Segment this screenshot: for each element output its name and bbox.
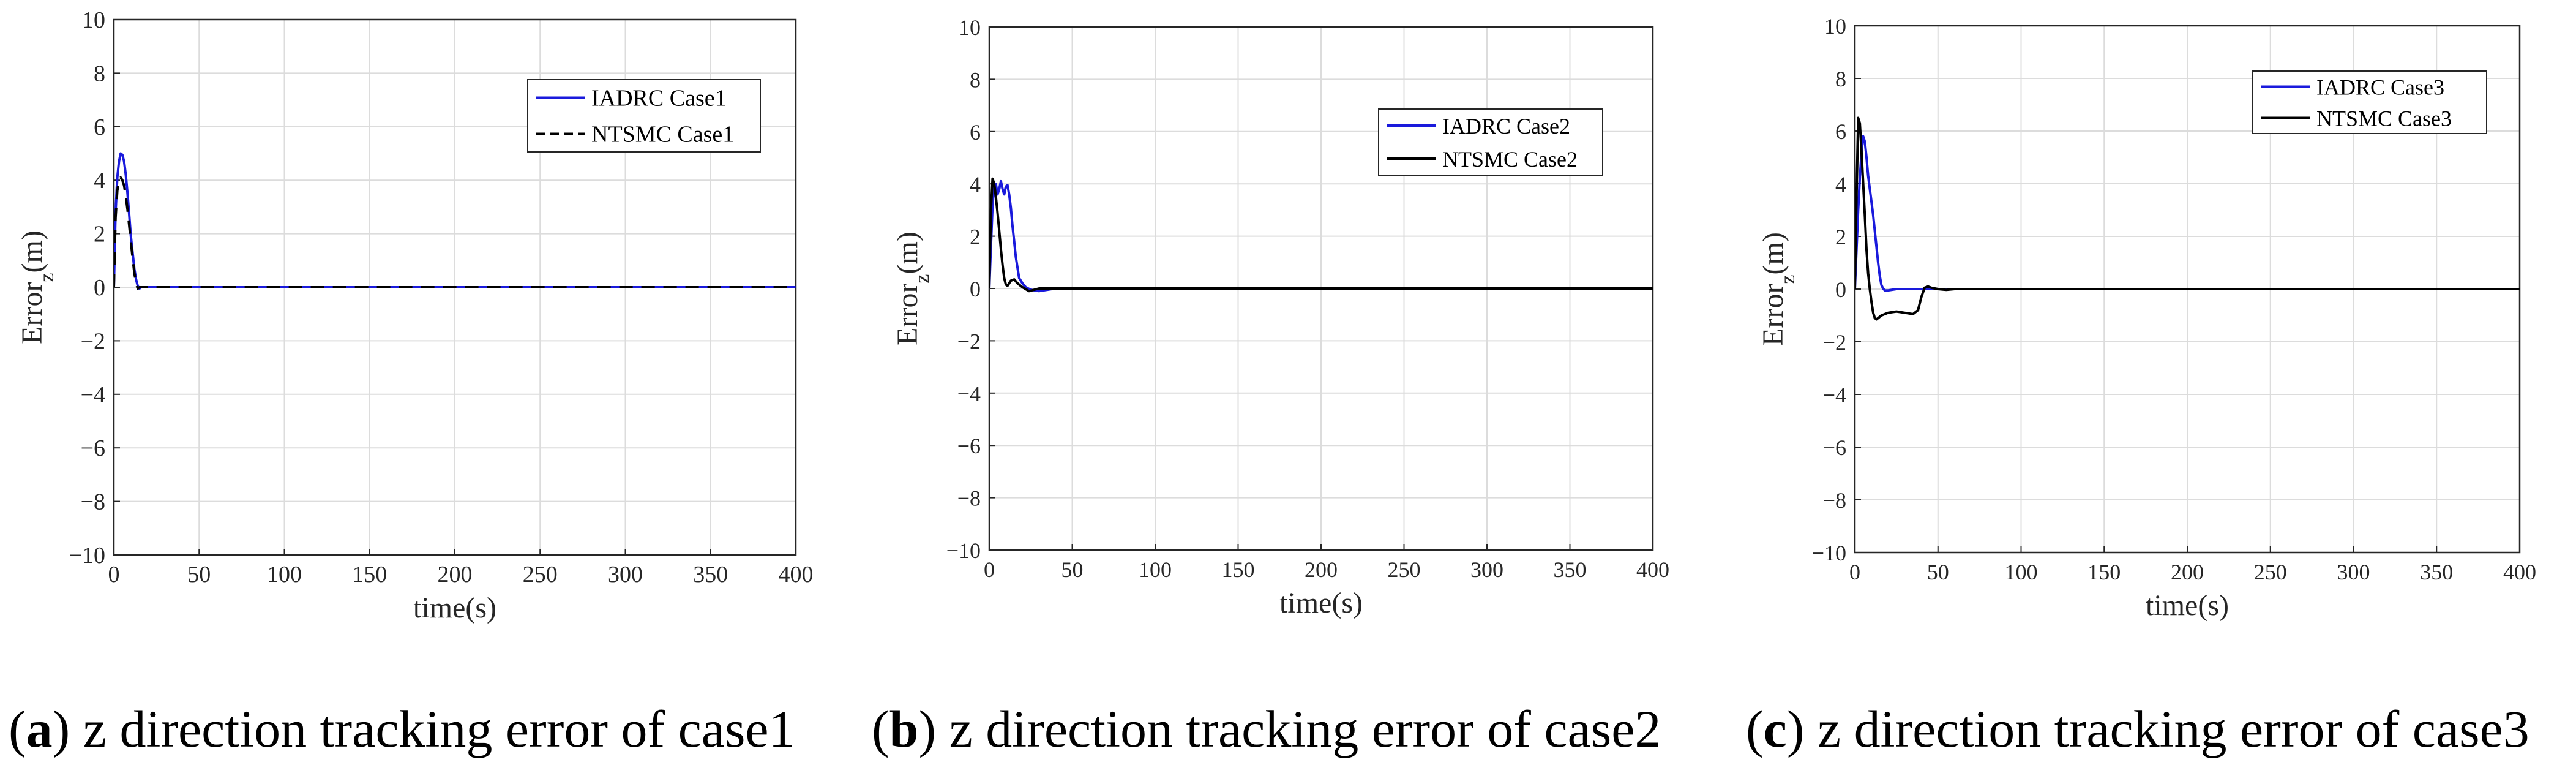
y-tick-label: 10 [959, 15, 981, 40]
legend-box [1378, 108, 1603, 176]
x-tick-label: 50 [187, 562, 211, 587]
y-tick-label: 8 [970, 67, 981, 92]
legend-label: NTSMC Case1 [591, 122, 734, 148]
y-tick-label: 0 [970, 277, 981, 301]
y-tick-label: −2 [81, 328, 105, 354]
x-tick-label: 400 [2503, 560, 2536, 584]
y-tick-label: 2 [1835, 225, 1846, 249]
y-tick-label: 4 [1835, 172, 1846, 197]
y-axis-label: Errorz(m) [16, 230, 58, 344]
x-axis-label: time(s) [2146, 589, 2229, 622]
y-axis-label-main: Error [16, 282, 48, 344]
legend-label: NTSMC Case2 [1442, 147, 1578, 172]
y-tick-label: −8 [957, 486, 981, 511]
y-tick-label: 0 [94, 275, 105, 301]
y-tick-label: 8 [94, 61, 105, 86]
y-tick-label: 4 [970, 172, 981, 197]
x-tick-label: 150 [2087, 560, 2121, 584]
chart-2: 0 50 100 150 200 250 300 350 400 −10 −8 −6 −4 −2 0 2 4 6 8… [891, 15, 1669, 619]
x-tick-label: 350 [693, 562, 728, 587]
x-tick-label: 100 [1139, 557, 1172, 582]
x-tick-label: 200 [438, 562, 473, 587]
legend-box [527, 79, 761, 153]
x-axis-label: time(s) [1279, 587, 1363, 619]
series-line-2 [1855, 116, 2520, 321]
y-axis-label-subscript: z [911, 274, 934, 283]
y-tick-label: 8 [1835, 67, 1846, 91]
x-axis-label: time(s) [413, 592, 496, 624]
y-tick-label: 0 [1835, 277, 1846, 302]
x-tick-label: 350 [2420, 560, 2453, 584]
x-tick-label: 250 [523, 562, 558, 587]
series-line-2 [114, 176, 796, 290]
y-tick-label: −10 [69, 543, 105, 568]
x-tick-label: 150 [352, 562, 387, 587]
y-axis-label-unit: (m) [16, 230, 48, 273]
x-tick-label: 300 [1470, 557, 1503, 582]
x-tick-label: 400 [779, 562, 814, 587]
legend: IADRC Case2 NTSMC Case2 [1378, 108, 1603, 176]
y-axis-label-subscript: z [36, 273, 58, 282]
y-tick-label: −8 [81, 489, 105, 515]
y-tick-label: −10 [946, 538, 981, 563]
y-tick-label: −4 [957, 382, 981, 406]
x-tick-label: 400 [1636, 557, 1669, 582]
chart-1: 0 50 100 150 200 250 300 350 400 −10 −8 −6 −4 −2 0 2 4 6 8… [16, 7, 814, 624]
legend: IADRC Case3 NTSMC Case3 [2252, 70, 2487, 134]
y-tick-label: 6 [970, 120, 981, 145]
y-tick-label: 10 [82, 7, 105, 33]
caption-c: (c) z direction tracking error of case3 [1746, 699, 2529, 758]
y-tick-label: −6 [1823, 436, 1846, 460]
y-tick-label: 2 [94, 222, 105, 247]
y-tick-label: −2 [1823, 330, 1846, 355]
x-tick-label: 0 [108, 562, 120, 587]
y-tick-label: −6 [81, 436, 105, 461]
x-tick-label: 50 [1061, 557, 1084, 582]
y-axis-label-unit: (m) [1757, 232, 1789, 274]
y-tick-label: −6 [957, 434, 981, 458]
x-tick-label: 100 [2005, 560, 2038, 584]
legend: IADRC Case1 NTSMC Case1 [527, 79, 761, 153]
legend-box [2252, 70, 2487, 134]
y-tick-label: 10 [1824, 14, 1846, 39]
y-tick-label: −4 [81, 382, 105, 408]
x-tick-label: 0 [1849, 560, 1860, 584]
x-tick-label: 300 [608, 562, 643, 587]
x-tick-label: 0 [984, 557, 995, 582]
x-tick-label: 200 [2171, 560, 2204, 584]
y-tick-label: 2 [970, 225, 981, 249]
x-tick-label: 300 [2337, 560, 2370, 584]
x-tick-label: 150 [1222, 557, 1255, 582]
y-tick-label: 6 [94, 115, 105, 140]
y-tick-label: −2 [957, 329, 981, 353]
y-tick-label: −4 [1823, 383, 1846, 407]
series-line-1 [989, 179, 1653, 293]
x-tick-label: 350 [1554, 557, 1587, 582]
y-tick-label: 6 [1835, 119, 1846, 144]
x-tick-label: 250 [2254, 560, 2287, 584]
series-line-2 [989, 177, 1653, 293]
legend-label: IADRC Case2 [1442, 114, 1570, 138]
y-axis-label: Errorz(m) [891, 232, 934, 345]
legend-label: IADRC Case1 [591, 86, 727, 111]
y-tick-label: −10 [1812, 541, 1846, 565]
chart-3: 0 50 100 150 200 250 300 350 400 −10 −8 −6 −4 −2 0 2 4 6 8… [1757, 14, 2536, 622]
y-axis-label-main: Error [1757, 284, 1789, 346]
y-tick-label: 4 [94, 168, 105, 194]
y-axis-label: Errorz(m) [1757, 232, 1799, 346]
caption-a: (a) z direction tracking error of case1 [9, 699, 795, 758]
x-tick-label: 100 [267, 562, 302, 587]
x-tick-label: 50 [1927, 560, 1949, 584]
y-axis-label-main: Error [891, 284, 924, 345]
y-axis-label-subscript: z [1777, 274, 1799, 284]
y-axis-label-unit: (m) [891, 232, 924, 274]
x-tick-label: 250 [1388, 557, 1421, 582]
x-tick-label: 200 [1305, 557, 1338, 582]
legend-label: IADRC Case3 [2316, 75, 2444, 100]
caption-b: (b) z direction tracking error of case2 [872, 699, 1661, 758]
legend-label: NTSMC Case3 [2316, 107, 2452, 131]
y-tick-label: −8 [1823, 488, 1846, 513]
